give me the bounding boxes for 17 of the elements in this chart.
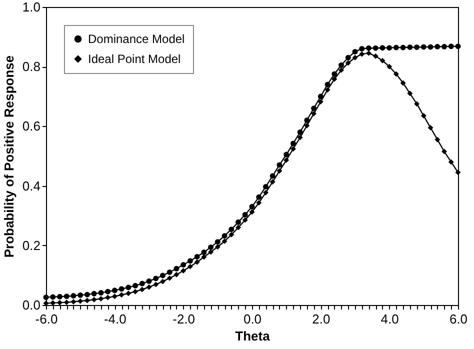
y-tick-label: 0.2 [22,238,40,253]
x-axis-title: Theta [235,328,271,344]
x-tick-label: -4.0 [104,312,126,326]
y-axis-title: Probability of Positive Response [1,55,16,258]
x-tick-label: 2.0 [312,312,330,326]
x-tick-label: 6.0 [449,312,468,326]
y-tick-label: 0.4 [22,178,40,194]
y-tick-label: 0.6 [22,118,40,134]
x-tick-label: 0.0 [243,312,262,326]
x-tick-label: -2.0 [172,312,196,326]
legend-label: Ideal Point Model [88,52,181,66]
y-tick-label: 0.0 [22,298,40,312]
x-tick-label: -6.0 [35,312,58,326]
y-tick-label: 1.0 [22,0,40,14]
legend-label: Dominance Model [88,32,185,46]
y-tick-label: 0.8 [22,59,40,74]
x-tick-label: 4.0 [380,312,399,326]
